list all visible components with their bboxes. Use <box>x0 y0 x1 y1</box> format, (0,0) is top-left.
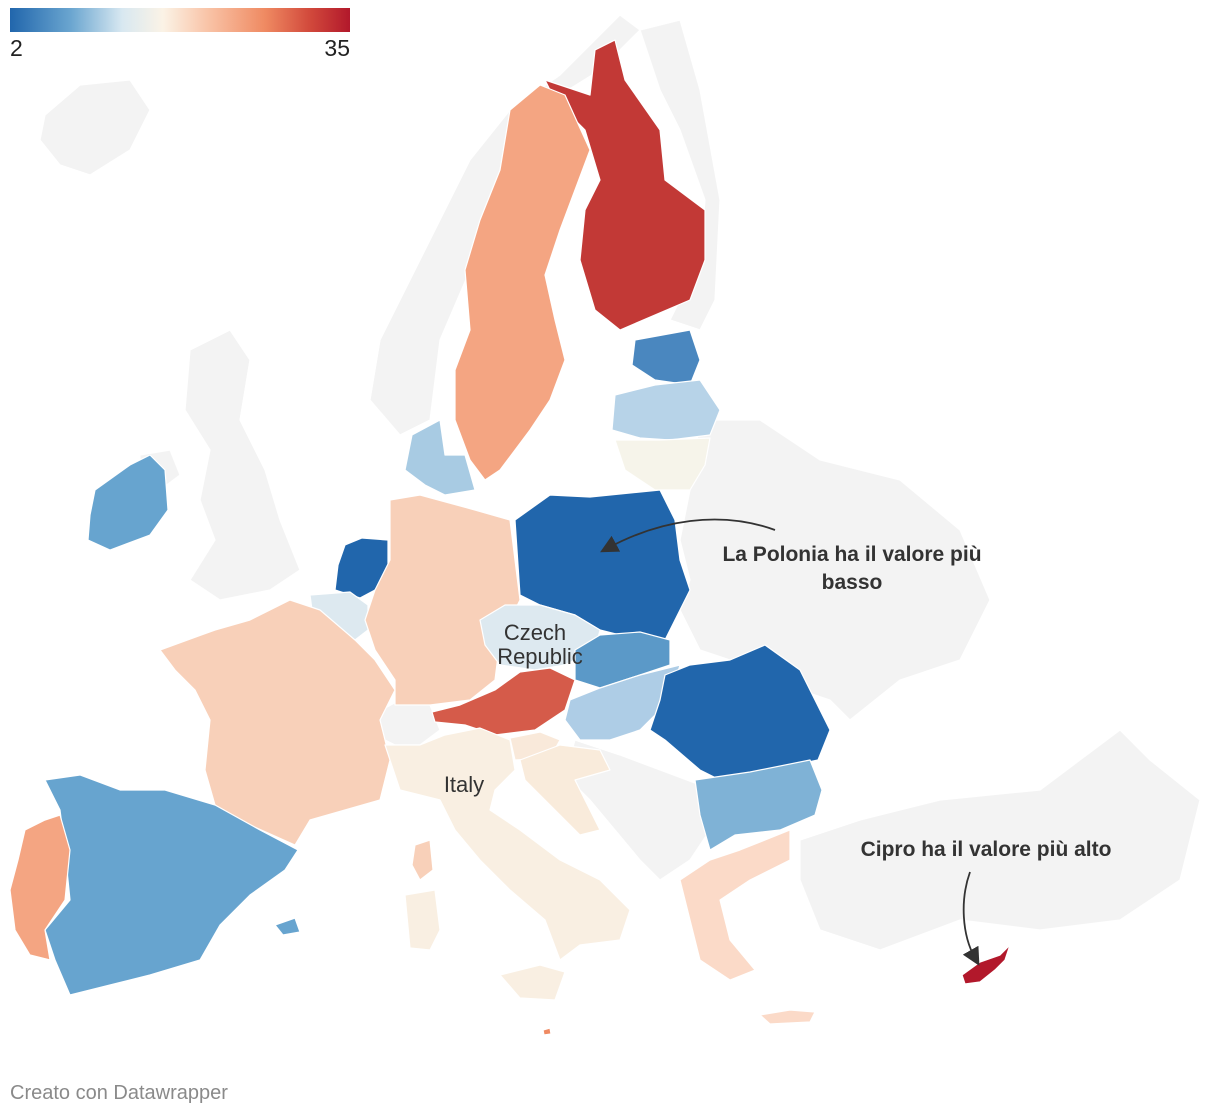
country-ireland[interactable] <box>87 454 169 551</box>
label-czech-line2: Republic <box>497 644 583 669</box>
country-austria[interactable] <box>431 667 576 736</box>
legend-gradient-bar <box>10 8 350 32</box>
label-italy: Italy <box>444 772 484 797</box>
country-france[interactable] <box>159 599 396 846</box>
country-estonia[interactable] <box>631 329 701 386</box>
country-italy-sicily[interactable] <box>499 964 566 1001</box>
color-legend: 2 35 <box>10 8 350 61</box>
footer-credit: Creato con Datawrapper <box>10 1082 228 1104</box>
legend-max-label: 35 <box>324 35 350 61</box>
country-spain[interactable] <box>44 774 299 996</box>
country-romania[interactable] <box>649 644 831 781</box>
russia-north <box>639 19 721 331</box>
annotation-poland-line2: basso <box>822 571 883 594</box>
country-denmark[interactable] <box>404 419 476 496</box>
country-cyprus[interactable] <box>961 944 1011 985</box>
annotation-cyprus: Cipro ha il valore più alto <box>861 838 1112 861</box>
country-portugal[interactable] <box>9 814 71 961</box>
country-germany[interactable] <box>364 494 521 706</box>
turkey <box>799 729 1201 951</box>
iceland <box>39 79 151 176</box>
great-britain <box>184 329 301 601</box>
country-bulgaria[interactable] <box>694 759 823 851</box>
poland-annotation-arrow <box>600 518 776 553</box>
eu-countries <box>9 39 1011 1036</box>
country-greece[interactable] <box>679 829 791 981</box>
country-slovakia[interactable] <box>574 631 671 689</box>
country-italy[interactable] <box>384 727 631 961</box>
country-croatia[interactable] <box>519 744 611 836</box>
legend-min-label: 2 <box>10 35 23 61</box>
country-spain-balearic[interactable] <box>274 917 301 936</box>
cyprus-annotation-arrow <box>962 871 980 966</box>
country-finland[interactable] <box>544 39 706 331</box>
label-czech-line1: Czech <box>504 620 566 645</box>
balkans <box>564 739 711 881</box>
non-eu-land <box>39 14 1201 951</box>
country-latvia[interactable] <box>611 379 721 441</box>
country-sweden[interactable] <box>454 84 591 481</box>
country-france-corsica[interactable] <box>411 839 434 881</box>
country-malta[interactable] <box>542 1027 552 1036</box>
annotation-poland-line1: La Polonia ha il valore più <box>722 543 981 566</box>
belarus-ukraine-russia <box>679 419 991 721</box>
country-greece-crete[interactable] <box>759 1009 816 1025</box>
country-italy-sardinia[interactable] <box>404 889 441 951</box>
country-lithuania[interactable] <box>614 437 711 491</box>
